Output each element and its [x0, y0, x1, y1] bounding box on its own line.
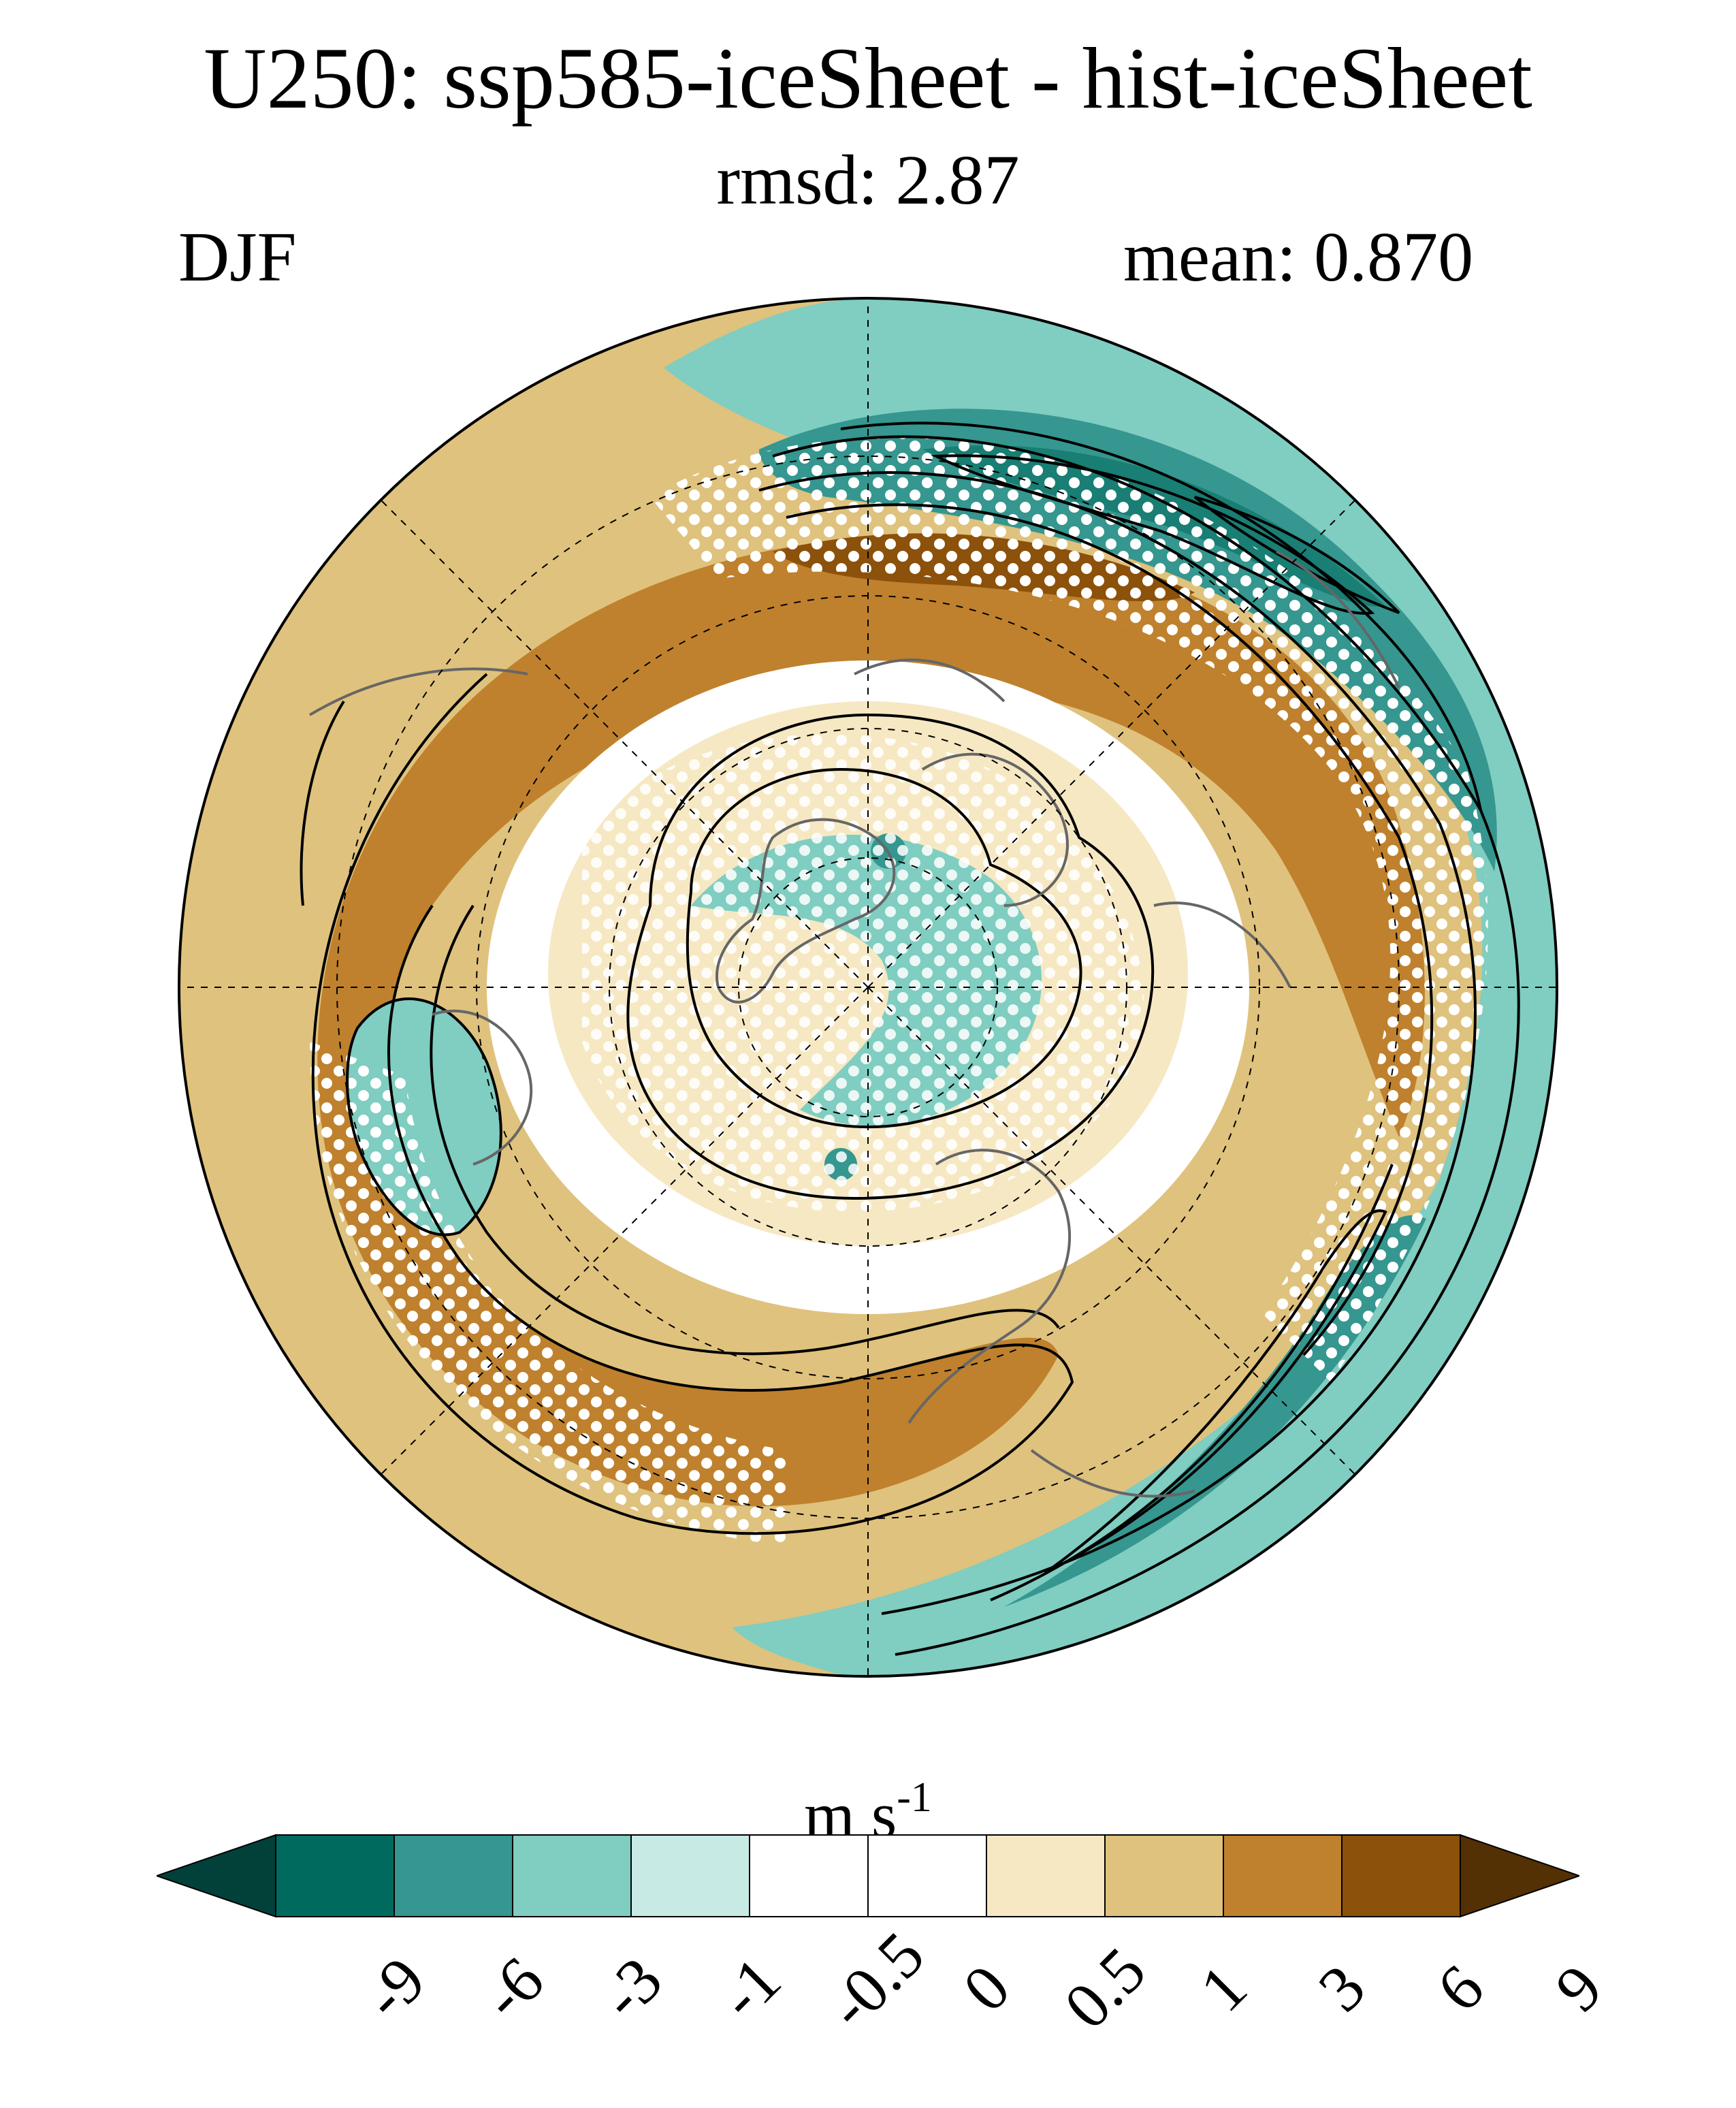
colorbar-tick-label: 6	[1422, 1950, 1498, 2026]
colorbar-extend-low	[157, 1834, 276, 1918]
colorbar	[157, 1834, 1579, 1918]
colorbar-extend-high	[1460, 1834, 1579, 1918]
figure-title: U250: ssp585-iceSheet - hist-iceSheet	[204, 30, 1532, 127]
colorbar-tick-label: 1	[1185, 1950, 1261, 2026]
mean-label: mean: 0.870	[1123, 218, 1474, 296]
colorbar-swatch	[275, 1834, 395, 1917]
colorbar-swatch	[867, 1834, 987, 1917]
climatology-contours	[300, 421, 1520, 1656]
colorbar-tick-label: 3	[1304, 1950, 1379, 2026]
colorbar-tick-label: -1	[704, 1943, 794, 2033]
rmsd-label: rmsd: 2.87	[716, 141, 1020, 219]
colorbar-swatch	[986, 1834, 1106, 1917]
graticule	[179, 298, 1557, 1676]
colorbar-tick-label: 0.5	[1050, 1933, 1159, 2043]
season-label: DJF	[178, 218, 297, 296]
colorbar-swatch	[630, 1834, 750, 1917]
stippling-inner	[582, 733, 1144, 1212]
colorbar-tick-label: -6	[467, 1943, 558, 2033]
colorbar-tick-label: 0	[948, 1950, 1024, 2026]
colorbar-swatch	[1341, 1834, 1461, 1917]
colorbar-tick-label: 9	[1541, 1950, 1616, 2026]
units-exponent: -1	[897, 1774, 932, 1821]
colorbar-tick-label: -9	[349, 1943, 439, 2033]
colorbar-swatch	[512, 1834, 632, 1917]
polar-map	[178, 297, 1558, 1678]
stippling-southwest	[310, 1042, 786, 1546]
colorbar-tick-label: -3	[585, 1943, 676, 2033]
colorbar-swatch	[393, 1834, 513, 1917]
colorbar-swatch	[749, 1834, 869, 1917]
colorbar-swatch	[1223, 1834, 1343, 1917]
colorbar-swatch	[1104, 1834, 1224, 1917]
map-boundary	[178, 297, 1558, 1678]
colorbar-tick-label: -0.5	[813, 1917, 938, 2043]
